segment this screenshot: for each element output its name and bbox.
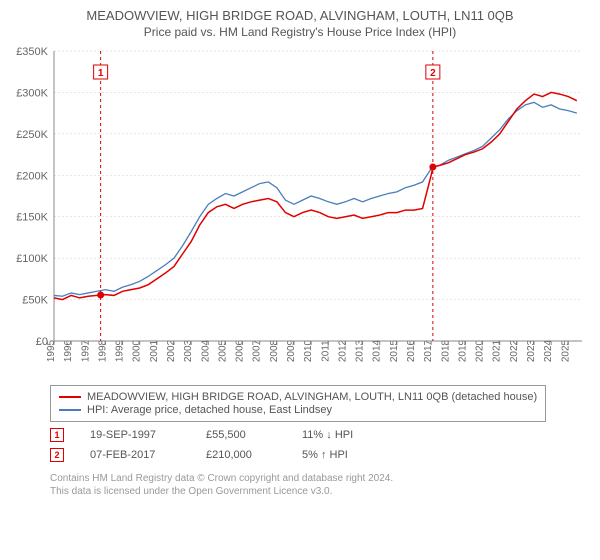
svg-text:2002: 2002: [166, 339, 177, 362]
svg-text:£300K: £300K: [16, 87, 48, 99]
svg-text:2007: 2007: [252, 339, 263, 362]
sale-delta: 5% ↑ HPI: [302, 449, 348, 461]
svg-text:1999: 1999: [115, 339, 126, 362]
svg-text:1: 1: [98, 68, 104, 79]
svg-text:2003: 2003: [183, 339, 194, 362]
line-chart: £0£50K£100K£150K£200K£250K£300K£350K1995…: [10, 45, 590, 375]
svg-text:2: 2: [430, 68, 436, 79]
sale-price: £210,000: [206, 449, 276, 461]
footer-attribution: Contains HM Land Registry data © Crown c…: [50, 472, 590, 498]
svg-text:2000: 2000: [132, 339, 143, 362]
sale-date: 07-FEB-2017: [90, 449, 180, 461]
svg-text:2015: 2015: [389, 339, 400, 362]
svg-text:1995: 1995: [46, 339, 57, 362]
sale-price: £55,500: [206, 429, 276, 441]
svg-text:2010: 2010: [303, 339, 314, 362]
svg-text:2019: 2019: [457, 339, 468, 362]
sale-date: 19-SEP-1997: [90, 429, 180, 441]
svg-text:£350K: £350K: [16, 46, 48, 58]
legend: MEADOWVIEW, HIGH BRIDGE ROAD, ALVINGHAM,…: [50, 385, 546, 422]
svg-text:2013: 2013: [355, 339, 366, 362]
svg-text:£50K: £50K: [22, 295, 48, 307]
legend-label-hpi: HPI: Average price, detached house, East…: [87, 404, 332, 416]
svg-text:£250K: £250K: [16, 129, 48, 141]
svg-text:2012: 2012: [337, 339, 348, 362]
svg-text:2014: 2014: [372, 339, 383, 362]
svg-text:1998: 1998: [97, 339, 108, 362]
sale-delta: 11% ↓ HPI: [302, 429, 353, 441]
svg-text:2009: 2009: [286, 339, 297, 362]
sale-row: 1 19-SEP-1997 £55,500 11% ↓ HPI: [50, 428, 590, 442]
svg-text:2024: 2024: [543, 339, 554, 362]
svg-text:2023: 2023: [526, 339, 537, 362]
svg-text:2008: 2008: [269, 339, 280, 362]
svg-text:£200K: £200K: [16, 170, 48, 182]
svg-text:2022: 2022: [509, 339, 520, 362]
svg-text:£150K: £150K: [16, 212, 48, 224]
footer-line2: This data is licensed under the Open Gov…: [50, 485, 590, 498]
svg-text:2017: 2017: [423, 339, 434, 362]
sale-marker: 2: [50, 448, 64, 462]
sale-row: 2 07-FEB-2017 £210,000 5% ↑ HPI: [50, 448, 590, 462]
svg-text:1996: 1996: [63, 339, 74, 362]
svg-text:2011: 2011: [320, 340, 331, 362]
svg-text:2004: 2004: [200, 339, 211, 362]
svg-text:2025: 2025: [560, 339, 571, 362]
svg-text:2006: 2006: [235, 339, 246, 362]
sale-marker: 1: [50, 428, 64, 442]
legend-label-property: MEADOWVIEW, HIGH BRIDGE ROAD, ALVINGHAM,…: [87, 391, 537, 403]
svg-text:2020: 2020: [475, 339, 486, 362]
legend-swatch-property: [59, 396, 81, 398]
chart-area: £0£50K£100K£150K£200K£250K£300K£350K1995…: [10, 45, 590, 375]
chart-title: MEADOWVIEW, HIGH BRIDGE ROAD, ALVINGHAM,…: [10, 8, 590, 23]
chart-subtitle: Price paid vs. HM Land Registry's House …: [10, 25, 590, 39]
svg-text:£100K: £100K: [16, 253, 48, 265]
svg-text:2018: 2018: [440, 339, 451, 362]
svg-text:2005: 2005: [217, 339, 228, 362]
svg-text:2016: 2016: [406, 339, 417, 362]
svg-text:2001: 2001: [149, 339, 160, 362]
svg-text:1997: 1997: [80, 339, 91, 362]
sales-list: 1 19-SEP-1997 £55,500 11% ↓ HPI 2 07-FEB-2017…: [10, 428, 590, 462]
svg-text:2021: 2021: [492, 339, 503, 362]
footer-line1: Contains HM Land Registry data © Crown c…: [50, 472, 590, 485]
legend-item-property: MEADOWVIEW, HIGH BRIDGE ROAD, ALVINGHAM,…: [59, 391, 537, 403]
legend-swatch-hpi: [59, 409, 81, 411]
legend-item-hpi: HPI: Average price, detached house, East…: [59, 404, 537, 416]
